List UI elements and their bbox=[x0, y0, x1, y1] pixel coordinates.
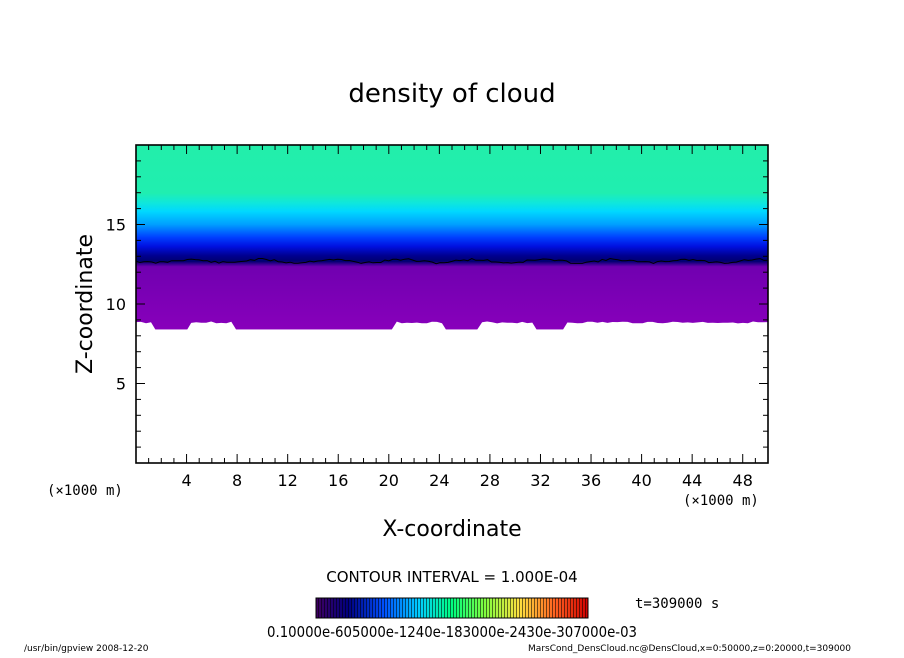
x-tick-label: 36 bbox=[581, 471, 601, 490]
contour-interval-label: CONTOUR INTERVAL = 1.000E-04 bbox=[326, 568, 577, 586]
x-tick-label: 16 bbox=[328, 471, 348, 490]
x-tick-label: 8 bbox=[232, 471, 242, 490]
x-tick-label: 28 bbox=[480, 471, 500, 490]
colorbar-frame bbox=[315, 597, 589, 619]
cloud-base-edge bbox=[136, 321, 768, 463]
y-tick-label: 10 bbox=[106, 295, 126, 314]
x-tick-label: 4 bbox=[181, 471, 191, 490]
x-tick-label: 40 bbox=[631, 471, 651, 490]
y-axis-label: Z-coordinate bbox=[73, 234, 98, 374]
x-tick-label: 20 bbox=[379, 471, 399, 490]
x-tick-label: 44 bbox=[682, 471, 702, 490]
x-unit-label-left: (×1000 m) bbox=[47, 483, 123, 499]
chart-title: density of cloud bbox=[348, 79, 555, 109]
time-label: t=309000 s bbox=[635, 596, 719, 612]
y-tick-label: 15 bbox=[106, 216, 126, 235]
y-axis: 5 10 15 bbox=[106, 160, 768, 448]
plot-area bbox=[136, 145, 768, 463]
x-axis-label: X-coordinate bbox=[382, 517, 521, 542]
colorbar-labels: 0.10000e-605000e-1240e-183000e-2430e-307… bbox=[267, 623, 637, 641]
x-tick-label: 48 bbox=[733, 471, 753, 490]
colorbar bbox=[315, 597, 589, 619]
x-axis: 4 8 12 16 20 24 28 32 36 40 44 48 bbox=[148, 145, 756, 490]
x-tick-label: 24 bbox=[429, 471, 449, 490]
x-unit-label-right: (×1000 m) bbox=[683, 493, 759, 509]
footer-right: MarsCond_DensCloud.nc@DensCloud,x=0:5000… bbox=[528, 644, 851, 654]
density-field bbox=[136, 145, 768, 330]
x-tick-label: 12 bbox=[278, 471, 298, 490]
y-tick-label: 5 bbox=[116, 375, 126, 394]
colorbar-ticks bbox=[316, 598, 588, 618]
x-tick-label: 32 bbox=[530, 471, 550, 490]
footer-left: /usr/bin/gpview 2008-12-20 bbox=[24, 644, 149, 654]
contour-line bbox=[136, 257, 768, 265]
